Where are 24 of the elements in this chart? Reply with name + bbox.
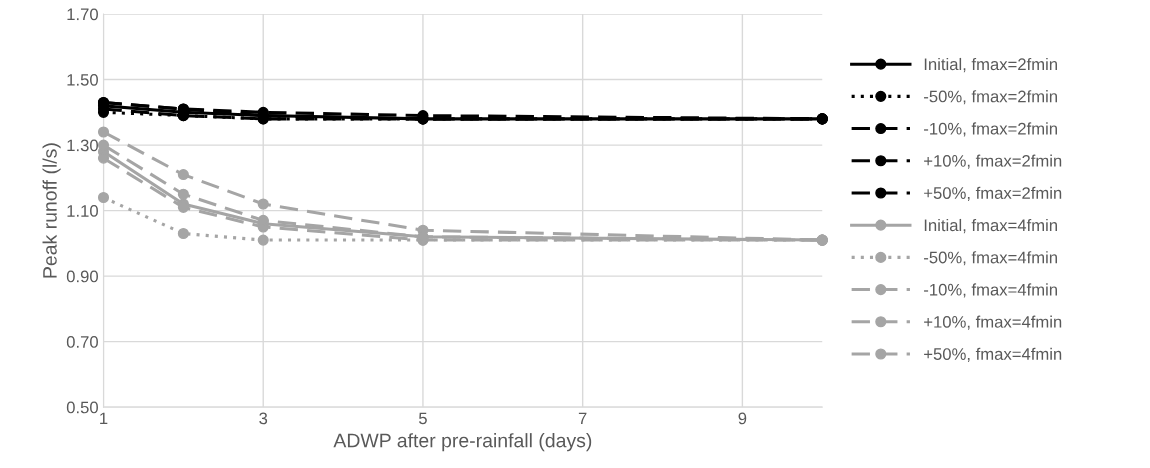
legend-label: -10%, fmax=2fmin [924, 122, 1057, 137]
x-axis-title: ADWP after pre-rainfall (days) [333, 433, 592, 452]
y-tick-label: 1.30 [67, 139, 98, 152]
x-tick-label: 1 [100, 412, 108, 425]
legend-label: +50%, fmax=4fmin [924, 347, 1062, 362]
y-tick-label: 0.70 [66, 336, 98, 348]
legend-label: +10%, fmax=4fmin [924, 315, 1062, 330]
y-tick-label: 1.10 [67, 205, 98, 217]
y-tick-label: 1.70 [67, 8, 98, 21]
legend-label: +50%, fmax=2fmin [924, 186, 1062, 201]
y-tick-label: 0.50 [66, 401, 98, 414]
x-tick-label: 9 [738, 412, 747, 425]
y-tick-label: 1.50 [67, 73, 98, 86]
legend-label: -50%, fmax=2fmin [924, 90, 1057, 105]
y-axis-title: Peak runoff (l/s) [42, 143, 61, 278]
legend-label: -50%, fmax=4fmin [924, 251, 1057, 266]
legend-label: Initial, fmax=2fmin [924, 57, 1057, 73]
legend-label: Initial, fmax=4fmin [924, 218, 1057, 234]
legend-label: -10%, fmax=4fmin [924, 283, 1057, 298]
x-tick-label: 5 [418, 412, 427, 425]
legend-label: +10%, fmax=2fmin [924, 154, 1062, 169]
x-tick-label: 3 [259, 412, 268, 425]
y-tick-label: 0.90 [66, 270, 98, 283]
x-tick-label: 7 [578, 412, 587, 425]
